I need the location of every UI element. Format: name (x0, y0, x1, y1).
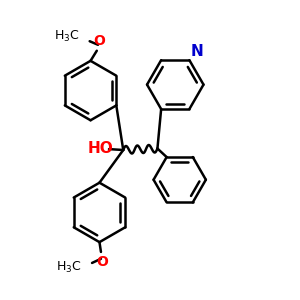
Text: N: N (191, 44, 204, 59)
Text: HO: HO (88, 141, 114, 156)
Text: H$_3$C: H$_3$C (54, 29, 79, 44)
Text: H$_3$C: H$_3$C (56, 260, 82, 275)
Text: O: O (94, 34, 105, 48)
Text: O: O (97, 255, 108, 269)
